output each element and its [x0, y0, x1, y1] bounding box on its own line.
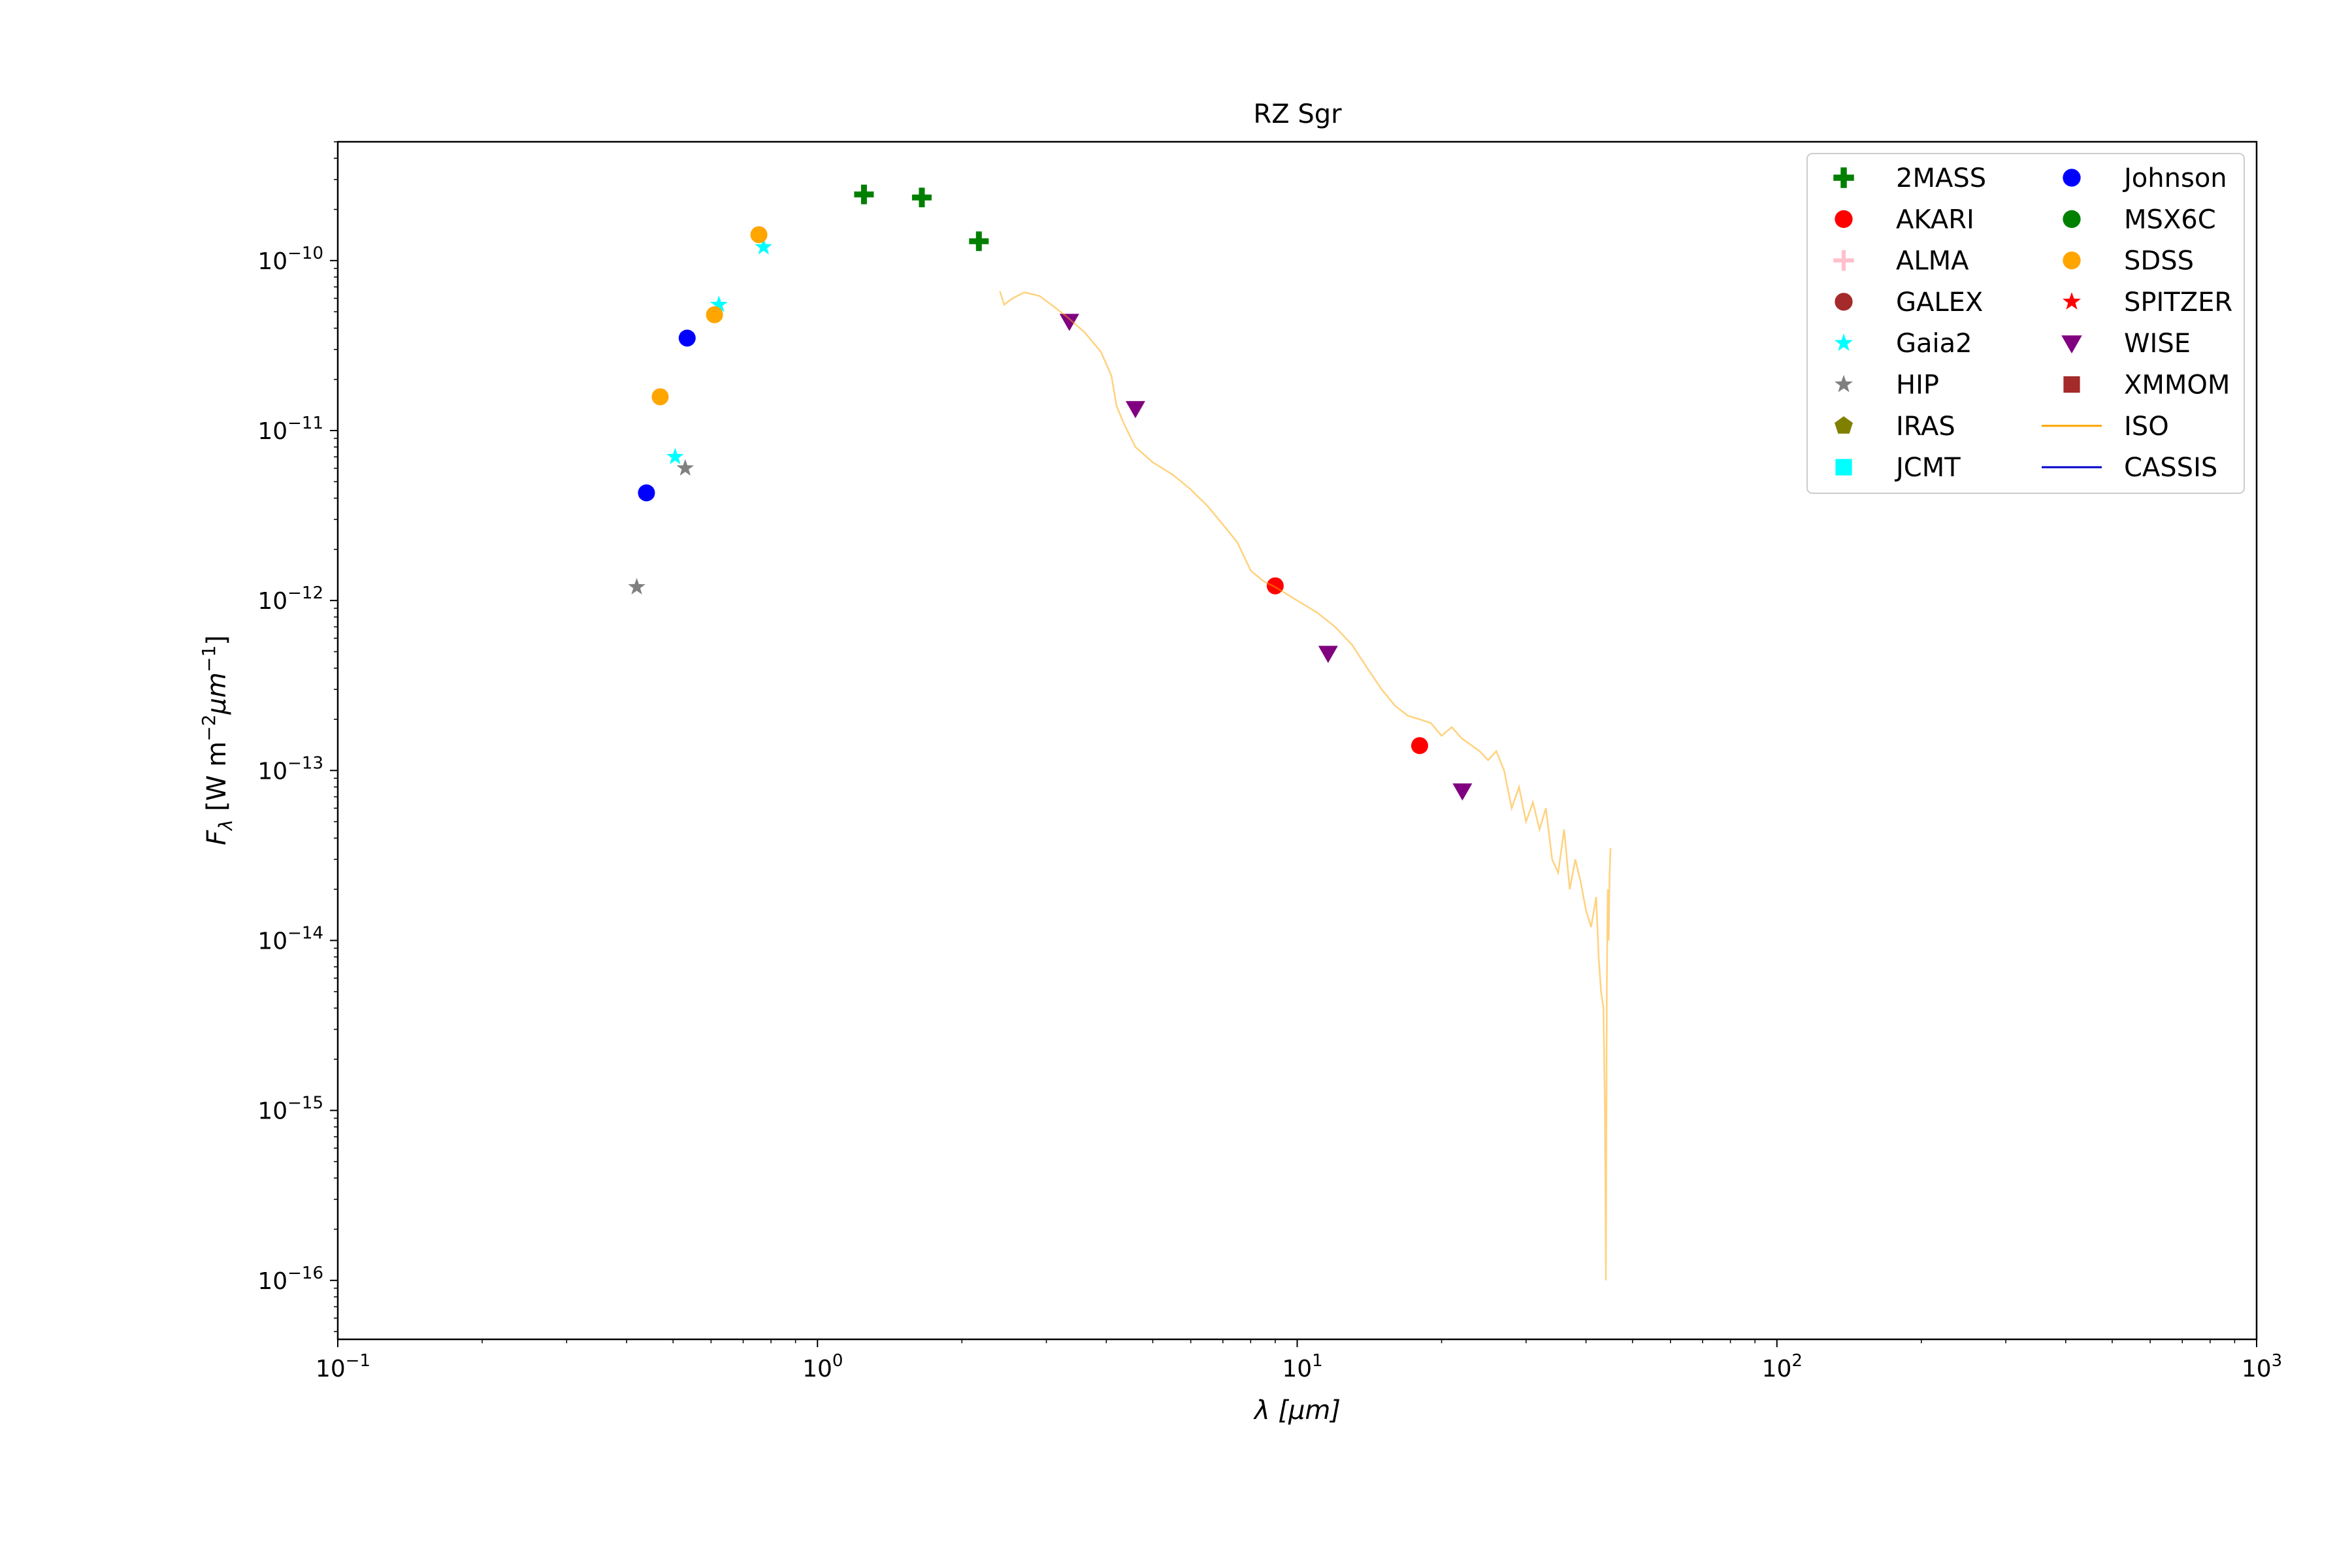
- data-point-akari: [1411, 737, 1428, 755]
- legend-item-spitzer: SPITZER: [2063, 287, 2232, 318]
- legend-item-gaia2: Gaia2: [1835, 329, 1972, 359]
- legend-item-jcmt: JCMT: [1835, 453, 1961, 483]
- data-point-2mass: [911, 188, 932, 208]
- legend-label: WISE: [2124, 329, 2191, 359]
- legend-item-johnson: Johnson: [2063, 163, 2227, 193]
- legend-item-iras: IRAS: [1835, 412, 1955, 442]
- x-tick-label: 10−1: [316, 1351, 370, 1382]
- y-tick-label: 10−12: [257, 583, 323, 615]
- data-point-2mass: [969, 231, 989, 252]
- data-point-johnson: [678, 329, 696, 347]
- legend-swatch: [1835, 459, 1852, 476]
- legend-box: [1806, 153, 2245, 494]
- legend-swatch: [1835, 416, 1853, 434]
- legend-label: JCMT: [1894, 453, 1961, 483]
- series-hip: [628, 459, 694, 595]
- legend-item-wise: WISE: [2061, 329, 2191, 359]
- legend-label: 2MASS: [1896, 163, 1986, 193]
- legend-label: XMMOM: [2124, 370, 2230, 400]
- legend-swatch: [1833, 167, 1854, 188]
- data-point-wise: [1059, 314, 1079, 331]
- data-point-hip: [628, 578, 645, 595]
- legend-label: AKARI: [1896, 204, 1974, 235]
- series-johnson: [638, 329, 696, 502]
- legend-item-iso: ISO: [2042, 412, 2169, 442]
- x-axis: 10−1 100 101 102 103: [316, 1339, 2282, 1382]
- data-point-akari: [1266, 577, 1284, 595]
- legend-label: ALMA: [1896, 246, 1969, 276]
- legend-label: ISO: [2124, 412, 2169, 442]
- legend-item-msx6c: MSX6C: [2063, 204, 2216, 235]
- series-wise: [1059, 314, 1473, 801]
- legend-item-2mass: 2MASS: [1833, 163, 1986, 193]
- legend: 2MASS AKARI ALMA GALEX Gaia2 HIP IRAS JCMT Johns…: [1806, 153, 2245, 494]
- legend-swatch: [1835, 210, 1853, 228]
- legend-swatch: [2063, 376, 2080, 393]
- legend-swatch: [1835, 333, 1853, 351]
- legend-label: IRAS: [1896, 412, 1955, 442]
- chart-title: RZ Sgr: [1253, 99, 1342, 129]
- y-tick-label: 10−10: [257, 244, 323, 275]
- x-tick-label: 102: [1762, 1351, 1803, 1382]
- legend-label: CASSIS: [2124, 453, 2217, 483]
- series-sdss: [651, 226, 768, 406]
- legend-swatch: [1833, 250, 1854, 271]
- legend-item-akari: AKARI: [1835, 204, 1974, 235]
- data-point-gaia2: [666, 448, 684, 465]
- series-akari: [1266, 577, 1428, 755]
- x-tick-label: 103: [2242, 1351, 2282, 1382]
- series-gaia2: [666, 238, 772, 465]
- legend-swatch: [1835, 374, 1853, 393]
- y-tick-label: 10−15: [257, 1094, 323, 1125]
- legend-label: SPITZER: [2124, 287, 2232, 318]
- legend-swatch: [2063, 210, 2081, 228]
- legend-label: GALEX: [1896, 287, 1983, 318]
- legend-swatch: [2063, 169, 2081, 187]
- x-axis-label: λ [μm]: [1253, 1396, 1341, 1426]
- y-tick-label: 10−13: [257, 753, 323, 785]
- legend-swatch: [2063, 292, 2081, 310]
- data-point-sdss: [706, 306, 723, 323]
- svg-text:Fλ [W m−2μm−1]: Fλ [W m−2μm−1]: [198, 635, 237, 845]
- data-point-hip: [676, 459, 694, 476]
- series-layer: [628, 184, 1612, 1281]
- legend-item-sdss: SDSS: [2063, 246, 2194, 276]
- y-axis-label: Fλ [W m−2μm−1]: [198, 635, 237, 845]
- legend-item-galex: GALEX: [1835, 287, 1983, 318]
- y-axis: 10−16 10−15 10−14 10−13 10−12 10−11 10−10: [257, 141, 338, 1332]
- y-tick-label: 10−11: [257, 414, 323, 445]
- legend-label: MSX6C: [2124, 204, 2216, 235]
- x-tick-label: 101: [1282, 1351, 1322, 1382]
- legend-item-alma: ALMA: [1833, 246, 1969, 276]
- data-point-2mass: [854, 184, 874, 204]
- data-point-sdss: [750, 226, 768, 244]
- legend-swatch: [1835, 293, 1853, 311]
- data-point-gaia2: [710, 295, 728, 312]
- data-point-wise: [1318, 645, 1338, 663]
- legend-item-cassis: CASSIS: [2042, 453, 2217, 483]
- legend-label: SDSS: [2124, 246, 2194, 276]
- legend-swatch: [2063, 251, 2081, 270]
- series-2mass: [854, 184, 989, 252]
- legend-item-hip: HIP: [1835, 370, 1939, 400]
- series-iso: [999, 291, 1612, 1281]
- legend-label: Gaia2: [1896, 329, 1972, 359]
- y-tick-label: 10−16: [257, 1264, 323, 1295]
- data-point-johnson: [638, 484, 655, 502]
- x-tick-label: 100: [802, 1351, 843, 1382]
- data-point-sdss: [651, 388, 669, 406]
- legend-label: Johnson: [2122, 163, 2227, 193]
- data-point-wise: [1125, 400, 1145, 419]
- legend-item-xmmom: XMMOM: [2063, 370, 2230, 400]
- legend-label: HIP: [1896, 370, 1939, 400]
- y-tick-label: 10−14: [257, 923, 323, 955]
- legend-swatch: [2061, 335, 2082, 353]
- data-point-wise: [1452, 783, 1473, 801]
- series-line-iso: [999, 291, 1612, 1281]
- data-point-gaia2: [755, 238, 772, 255]
